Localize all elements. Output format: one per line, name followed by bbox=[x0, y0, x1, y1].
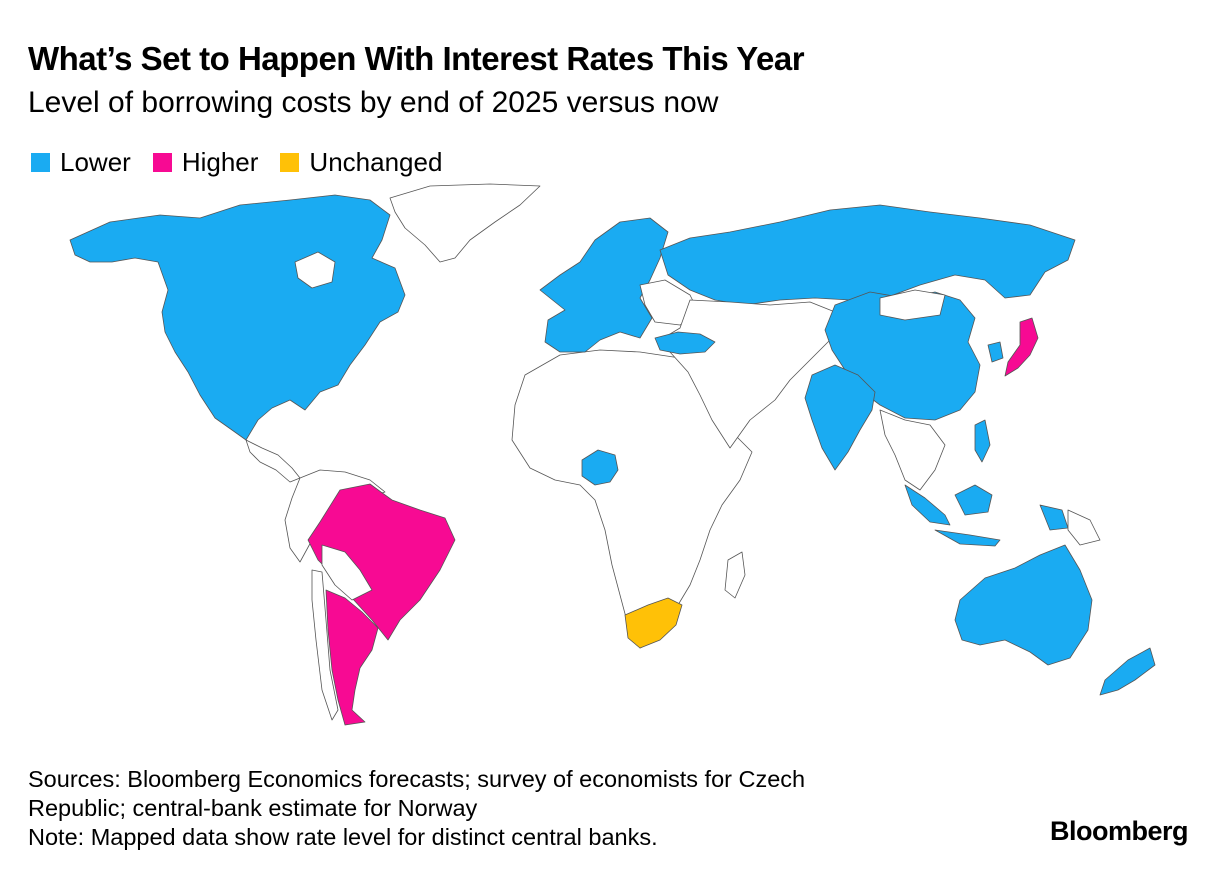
legend-item-higher: Higher bbox=[152, 147, 259, 178]
region-north-america bbox=[69, 194, 406, 441]
region-southeast-asia bbox=[879, 409, 946, 491]
region-turkey bbox=[654, 331, 716, 355]
bloomberg-logo: Bloomberg bbox=[1049, 816, 1189, 846]
sources-note: Sources: Bloomberg Economics forecasts; … bbox=[28, 766, 806, 850]
region-indonesia bbox=[904, 484, 1069, 547]
region-japan bbox=[1004, 317, 1039, 377]
region-nigeria bbox=[581, 449, 619, 486]
world-map bbox=[69, 183, 1156, 726]
chart-subtitle: Level of borrowing costs by end of 2025 … bbox=[28, 86, 719, 119]
region-india bbox=[804, 364, 876, 471]
region-russia bbox=[659, 204, 1076, 306]
region-new-zealand bbox=[1099, 647, 1156, 696]
region-papua-new-guinea bbox=[1067, 509, 1101, 546]
legend-label-higher: Higher bbox=[181, 147, 259, 177]
legend-swatch-higher bbox=[152, 153, 172, 172]
region-mongolia bbox=[879, 289, 946, 321]
legend-label-unchanged: Unchanged bbox=[309, 147, 443, 177]
legend-item-lower: Lower bbox=[31, 147, 131, 178]
region-greenland bbox=[389, 183, 541, 263]
region-philippines bbox=[974, 419, 991, 463]
legend: Lower Higher Unchanged bbox=[31, 147, 464, 178]
region-central-america bbox=[245, 439, 301, 483]
region-south-africa bbox=[624, 597, 683, 649]
region-hudson-bay bbox=[294, 251, 336, 289]
region-bolivia-paraguay bbox=[321, 544, 373, 601]
region-south-korea bbox=[987, 341, 1004, 363]
region-argentina bbox=[325, 589, 379, 726]
legend-swatch-lower bbox=[31, 153, 50, 172]
chart-title: What’s Set to Happen With Interest Rates… bbox=[28, 40, 805, 77]
legend-swatch-unchanged bbox=[280, 153, 300, 172]
region-australia bbox=[954, 544, 1093, 666]
region-europe bbox=[539, 217, 669, 353]
legend-label-lower: Lower bbox=[60, 147, 131, 177]
region-brazil bbox=[307, 483, 456, 641]
legend-item-unchanged: Unchanged bbox=[280, 147, 442, 178]
region-chile bbox=[311, 569, 339, 721]
region-madagascar bbox=[724, 551, 746, 599]
